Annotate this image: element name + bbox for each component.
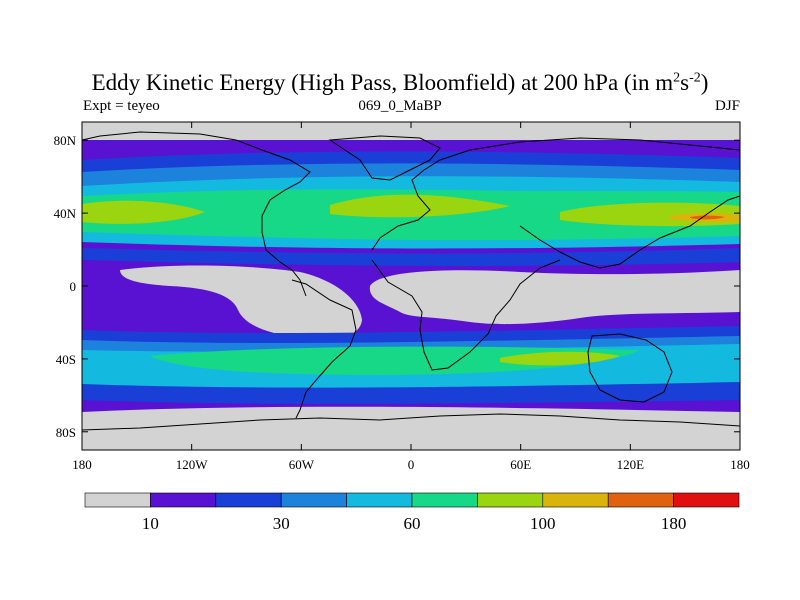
core-pacific: [82, 200, 205, 224]
colorbar-box-1: [150, 492, 217, 508]
y-tick-label: 80S: [56, 425, 76, 440]
colorbar-box-5: [411, 492, 478, 508]
colorbar-box-4: [346, 492, 413, 508]
coast-asia: [519, 195, 740, 269]
x-tick-label: 60E: [510, 457, 531, 472]
colorbar-label: 60: [404, 514, 421, 533]
core-asia-peak: [690, 215, 725, 220]
x-tick-label: 60W: [289, 457, 315, 472]
colorbar-box-8: [607, 492, 674, 508]
y-tick-label: 0: [70, 279, 77, 294]
colorbar-box-9: [673, 492, 740, 508]
core-southern: [500, 351, 620, 366]
colorbar-box-7: [542, 492, 609, 508]
colorbar-box-2: [215, 492, 282, 508]
x-tick-label: 180: [72, 457, 92, 472]
colorbar-box-0: [84, 492, 151, 508]
season-label: DJF: [714, 98, 740, 114]
y-tick-label: 80N: [54, 133, 77, 148]
band-polar-n: [82, 122, 740, 140]
colorbar: 10 30 60 100 180: [84, 492, 740, 533]
y-axis: 80N 40N 0 40S 80S: [54, 133, 740, 440]
coast-africa: [371, 259, 561, 371]
coast-north-america: [82, 131, 311, 297]
tropic-min-indian: [369, 270, 740, 325]
colorbar-box-3: [280, 492, 347, 508]
coast-europe-africa: [371, 137, 740, 251]
coast-greenland: [328, 135, 441, 181]
x-tick-label: 0: [408, 457, 415, 472]
colorbar-box-6: [477, 492, 544, 508]
x-tick-label: 180: [730, 457, 750, 472]
band-polar-s: [82, 406, 740, 450]
colorbar-label: 10: [142, 514, 159, 533]
colorbar-label: 100: [530, 514, 556, 533]
x-axis: 180 120W 60W 0 60E 120E 180: [72, 122, 750, 472]
band-n-6: [82, 248, 740, 266]
case-label: 069_0_MaBP: [358, 98, 442, 114]
band-s-4: [150, 346, 640, 375]
colorbar-label: 30: [273, 514, 290, 533]
coast-south-america: [291, 279, 357, 419]
core-atlantic: [330, 194, 510, 218]
chart-title: Eddy Kinetic Energy (High Pass, Bloomfie…: [91, 70, 709, 95]
y-tick-label: 40N: [54, 206, 77, 221]
shaded-field: [82, 122, 740, 450]
coast-antarctica: [82, 413, 740, 431]
x-tick-label: 120W: [176, 457, 209, 472]
coastlines: [82, 131, 740, 431]
band-s-5: [82, 382, 740, 404]
experiment-label: Expt = teyeo: [83, 98, 160, 114]
coast-australia: [587, 333, 673, 403]
colorbar-label: 180: [661, 514, 687, 533]
y-tick-label: 40S: [56, 352, 76, 367]
x-tick-label: 120E: [617, 457, 645, 472]
